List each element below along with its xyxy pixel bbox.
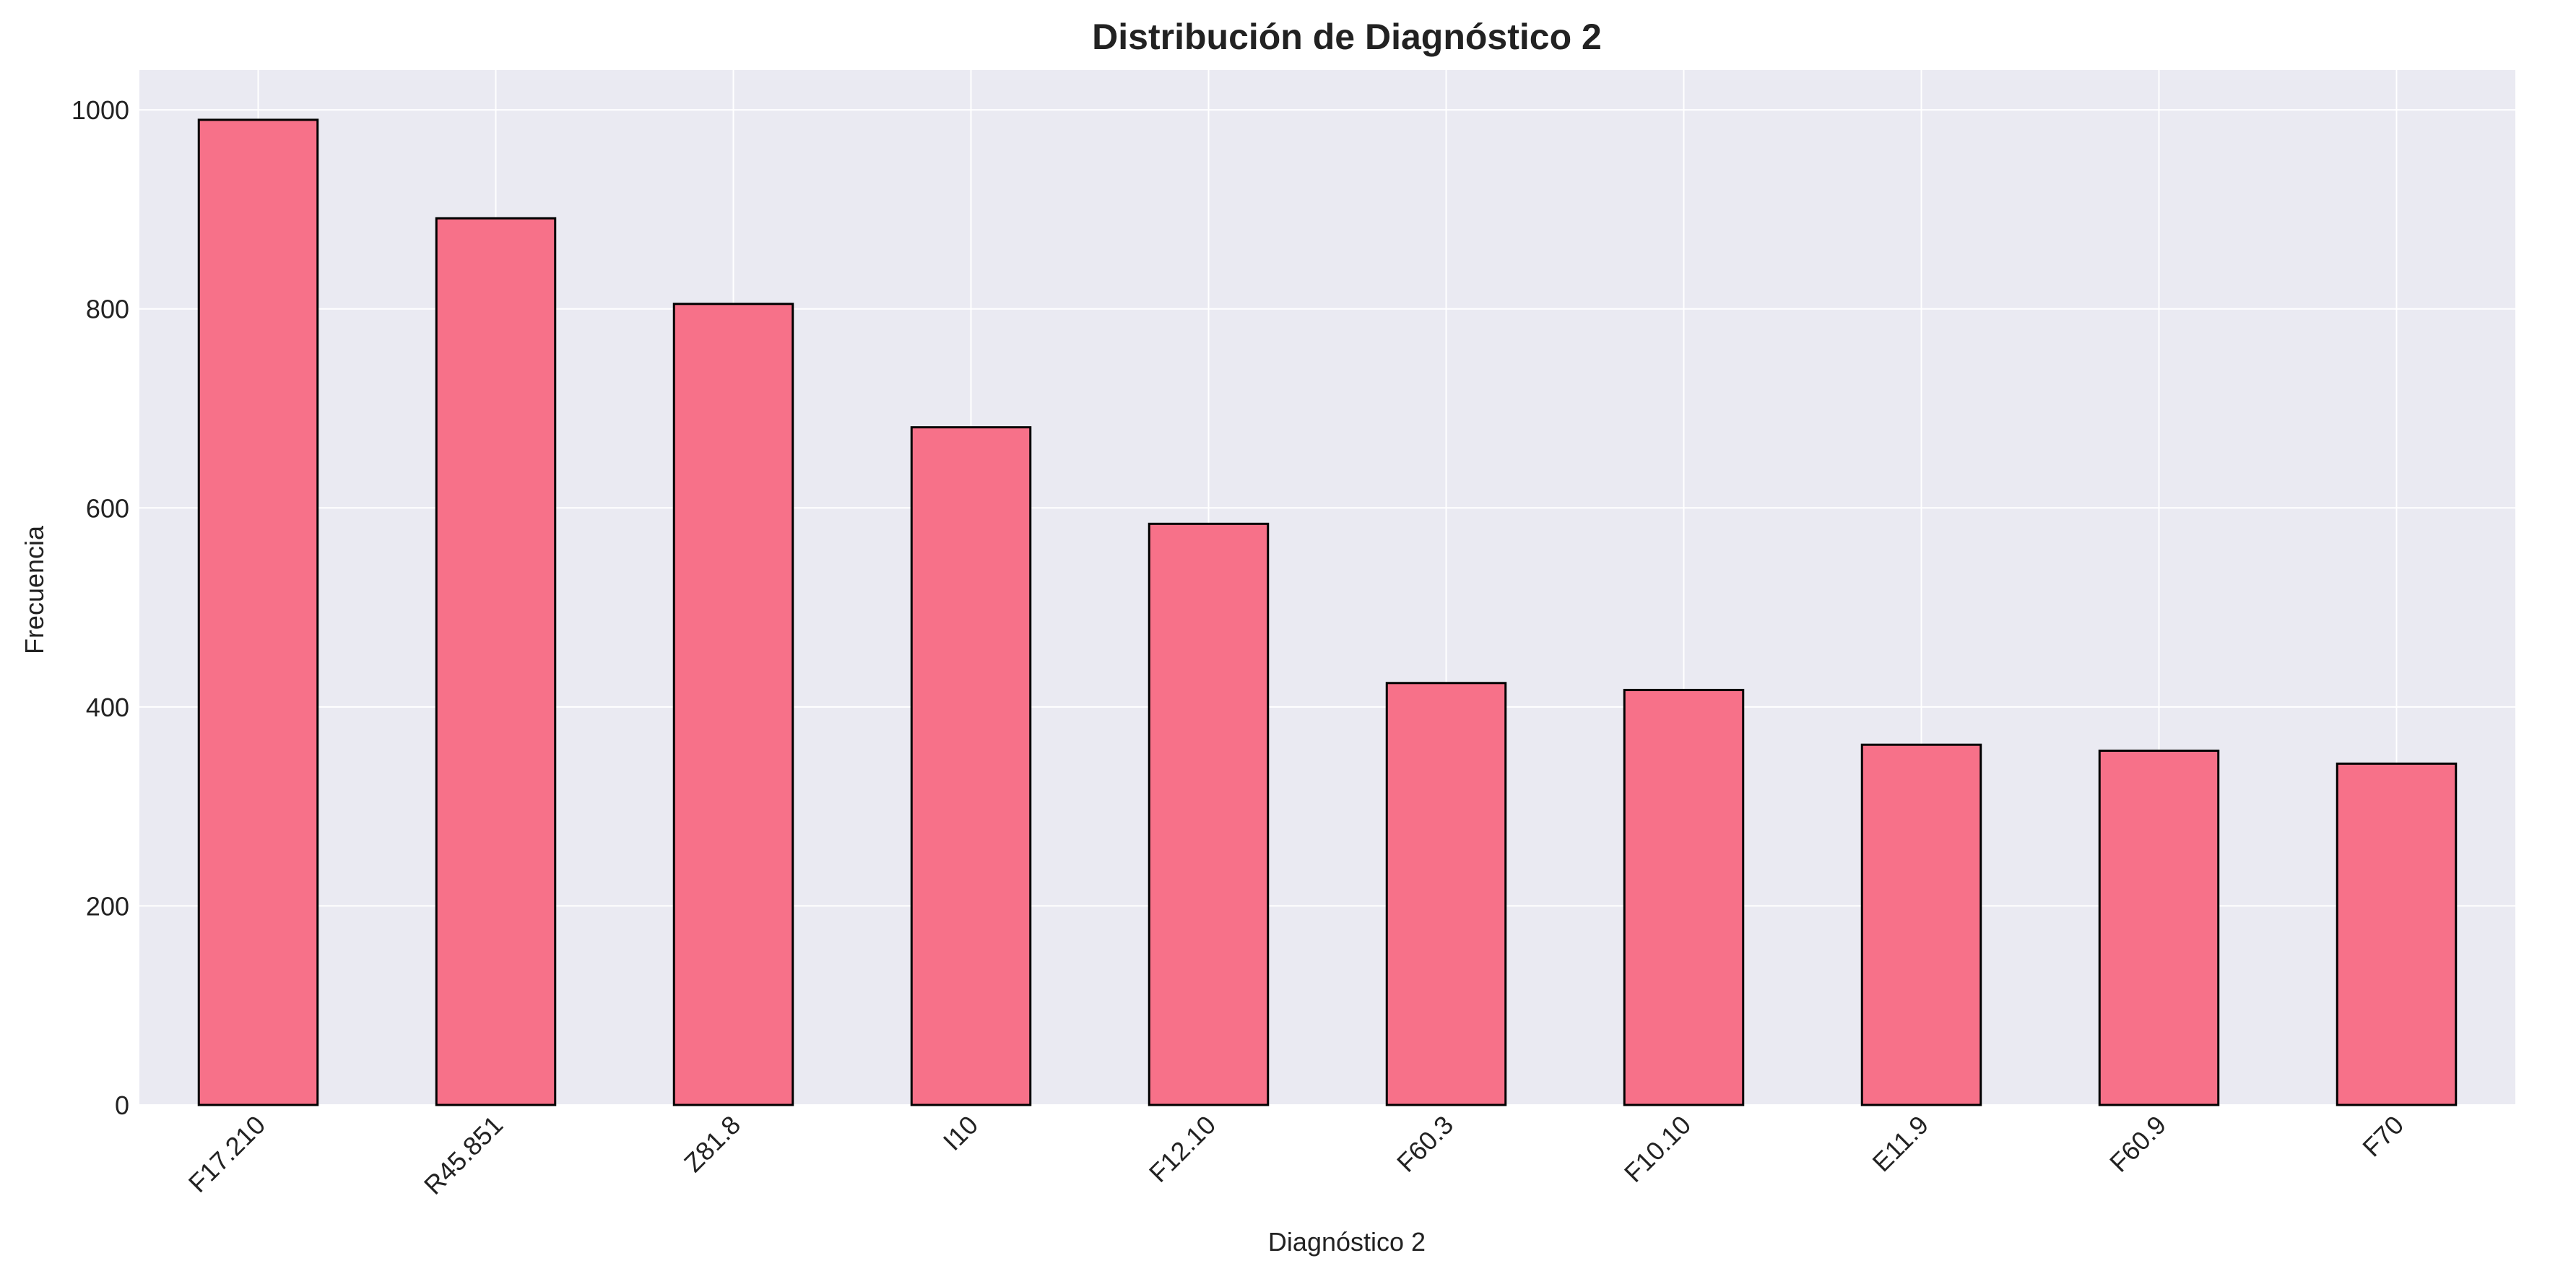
x-tick-label: F60.3 [1391, 1110, 1459, 1178]
y-axis-label: Frecuencia [19, 525, 49, 654]
y-tick-label: 600 [86, 493, 129, 523]
bar-F12.10 [1148, 522, 1270, 1106]
y-tick-label: 400 [86, 693, 129, 722]
bar-F10.10 [1623, 688, 1745, 1106]
bar-R45.851 [435, 217, 557, 1106]
x-tick-labels: F17.210 R45.851 Z81.8 I10 F12.10 F60.3 F10.10 E… [183, 1110, 2409, 1200]
x-axis-label: Diagnóstico 2 [1268, 1227, 1426, 1257]
bar-F70 [2336, 762, 2458, 1106]
x-tick-label: F70 [2356, 1110, 2409, 1163]
bar-series [197, 118, 2458, 1106]
bar-I10 [910, 426, 1032, 1106]
x-tick-label: I10 [937, 1110, 984, 1156]
y-tick-label: 1000 [71, 95, 129, 125]
bar-F60.3 [1385, 682, 1507, 1106]
chart-title: Distribución de Diagnóstico 2 [1092, 17, 1602, 57]
x-tick-label: Z81.8 [678, 1110, 746, 1178]
x-tick-label: E11.9 [1867, 1110, 1935, 1178]
y-tick-label: 800 [86, 295, 129, 324]
y-tick-labels: 0 200 400 600 800 1000 [71, 95, 129, 1120]
y-tick-label: 200 [86, 891, 129, 921]
bar-F17.210 [197, 118, 319, 1106]
bar-F60.9 [2098, 749, 2220, 1106]
x-tick-label: F17.210 [183, 1110, 271, 1198]
x-tick-label: F10.10 [1618, 1110, 1696, 1188]
x-tick-label: R45.851 [418, 1110, 508, 1200]
x-tick-label: F12.10 [1143, 1110, 1221, 1188]
bar-Z81.8 [672, 303, 794, 1106]
y-tick-label: 0 [115, 1091, 129, 1120]
bar-E11.9 [1860, 743, 1982, 1106]
x-tick-label: F60.9 [2104, 1110, 2172, 1178]
